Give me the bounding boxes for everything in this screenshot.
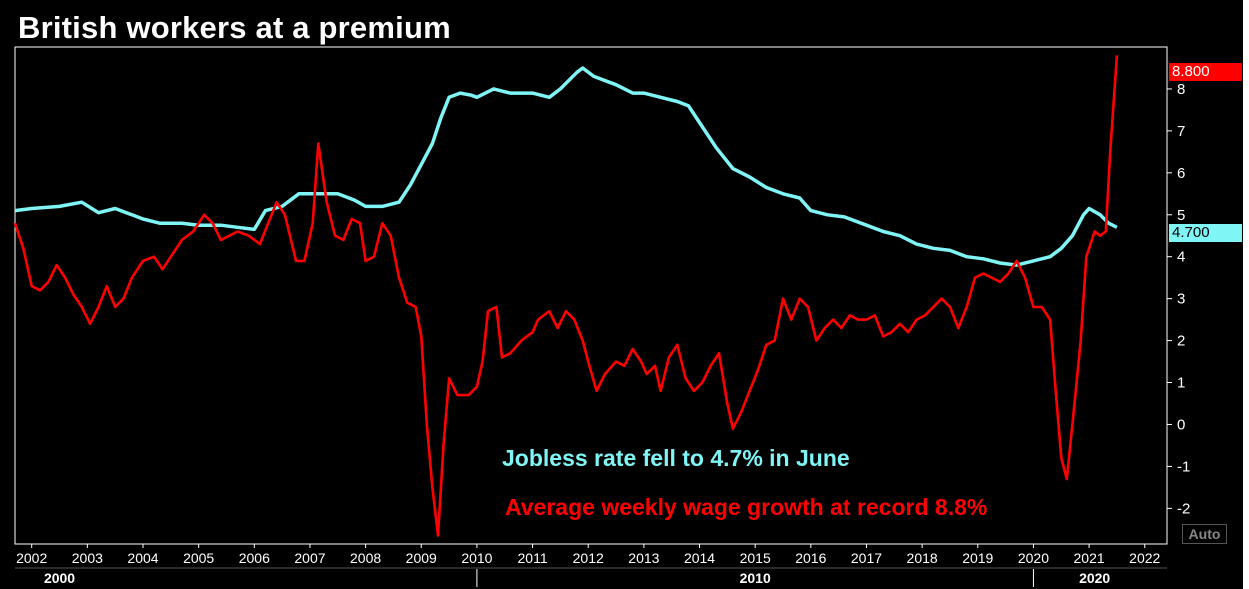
decade-label: 2020 — [1079, 570, 1110, 586]
jobless-annotation: Jobless rate fell to 4.7% in June — [502, 445, 850, 471]
x-tick-label: 2013 — [628, 550, 659, 566]
x-tick-label: 2004 — [127, 550, 158, 566]
y-tick-label: 7 — [1177, 123, 1185, 140]
y-tick-label: 5 — [1177, 207, 1185, 224]
decade-label: 2000 — [44, 570, 75, 586]
x-tick-label: 2017 — [851, 550, 882, 566]
y-tick-label: 4 — [1177, 249, 1185, 266]
x-tick-label: 2019 — [962, 550, 993, 566]
x-tick-label: 2008 — [350, 550, 381, 566]
x-tick-label: 2015 — [740, 550, 771, 566]
window-edge — [1243, 0, 1249, 589]
x-tick-label: 2018 — [907, 550, 938, 566]
x-tick-label: 2006 — [239, 550, 270, 566]
x-tick-label: 2005 — [183, 550, 214, 566]
auto-scale-button[interactable]: Auto — [1182, 524, 1227, 544]
x-tick-label: 2002 — [16, 550, 47, 566]
y-tick-label: 3 — [1177, 291, 1185, 308]
x-tick-label: 2020 — [1018, 550, 1049, 566]
y-tick-label: 6 — [1177, 165, 1185, 182]
y-tick-label: -2 — [1177, 500, 1190, 517]
wage-growth-line — [13, 55, 1119, 537]
wage-last-value-tag: 8.800 — [1169, 63, 1242, 81]
y-tick-label: -1 — [1177, 458, 1190, 475]
x-tick-label: 2014 — [684, 550, 715, 566]
x-tick-label: 2010 — [461, 550, 492, 566]
x-tick-label: 2012 — [573, 550, 604, 566]
chart-title: British workers at a premium — [18, 10, 451, 45]
jobless-rate-line — [14, 66, 1118, 267]
x-tick-label: 2009 — [406, 550, 437, 566]
jobless-last-value-tag: 4.700 — [1169, 224, 1242, 242]
wage-annotation: Average weekly wage growth at record 8.8… — [505, 494, 988, 520]
x-tick-label: 2021 — [1074, 550, 1105, 566]
decade-label: 2010 — [740, 570, 771, 586]
y-tick-label: 1 — [1177, 375, 1185, 392]
y-tick-label: 0 — [1177, 416, 1185, 433]
x-tick-label: 2003 — [72, 550, 103, 566]
y-tick-label: 2 — [1177, 333, 1185, 350]
x-tick-label: 2022 — [1129, 550, 1160, 566]
x-tick-label: 2011 — [518, 550, 548, 566]
x-tick-label: 2007 — [294, 550, 325, 566]
y-tick-label: 8 — [1177, 81, 1185, 98]
x-tick-label: 2016 — [795, 550, 826, 566]
